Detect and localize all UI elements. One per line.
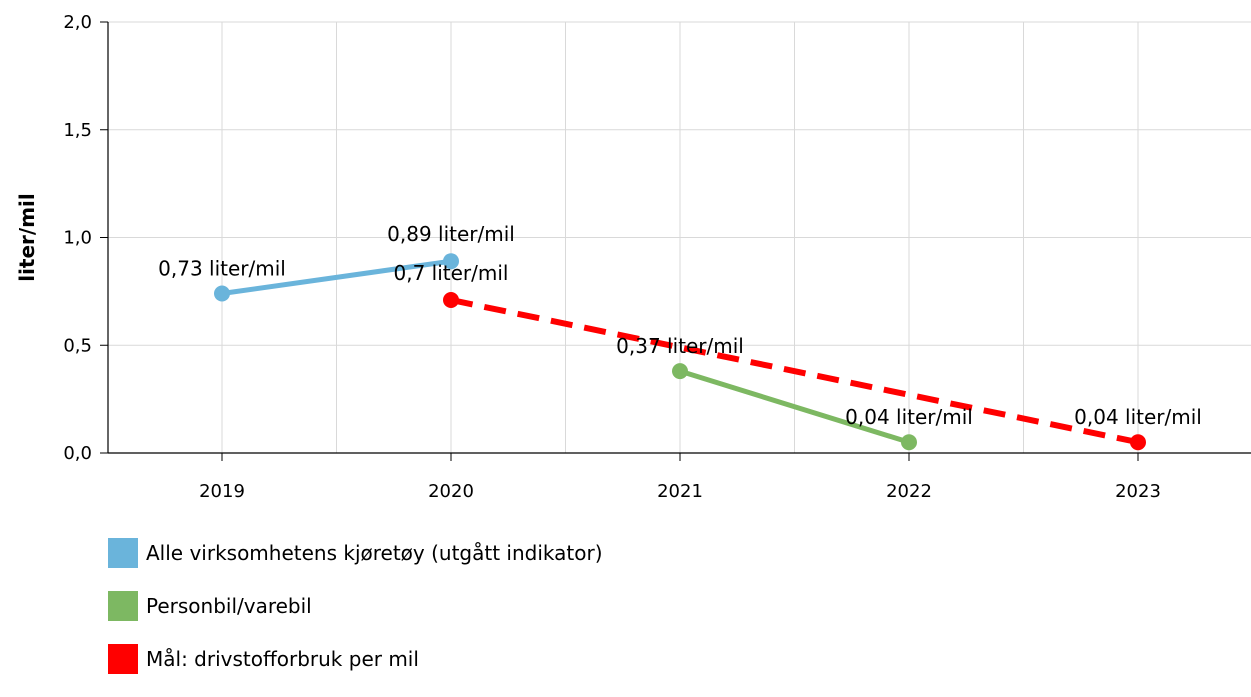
line-chart: 0,0 0,5 1,0 1,5 2,0 2019 2020 2021 2022 2023 0,73… — [0, 0, 1251, 530]
legend-swatch-car-van — [108, 591, 138, 621]
x-tick-label: 2019 — [199, 481, 245, 502]
grid — [108, 22, 1251, 453]
y-tick-label: 1,5 — [63, 120, 92, 141]
legend-label: Alle virksomhetens kjøretøy (utgått indi… — [146, 541, 603, 565]
data-label: 0,04 liter/mil — [1074, 405, 1202, 429]
legend-swatch-target — [108, 644, 138, 674]
data-point[interactable] — [901, 434, 917, 450]
y-tick-label: 2,0 — [63, 12, 92, 33]
y-tick-label: 1,0 — [63, 228, 92, 249]
data-label: 0,89 liter/mil — [387, 222, 515, 246]
y-tick-label: 0,5 — [63, 335, 92, 356]
legend: Alle virksomhetens kjøretøy (utgått indi… — [108, 538, 603, 697]
data-point[interactable] — [1130, 434, 1146, 450]
legend-label: Mål: drivstofforbruk per mil — [146, 647, 419, 671]
legend-item-all-vehicles[interactable]: Alle virksomhetens kjøretøy (utgått indi… — [108, 538, 603, 568]
y-axis-title: liter/mil — [15, 193, 39, 282]
x-tick-label: 2022 — [886, 481, 932, 502]
x-tick-label: 2023 — [1115, 481, 1161, 502]
legend-swatch-all-vehicles — [108, 538, 138, 568]
legend-label: Personbil/varebil — [146, 594, 312, 618]
x-tick-label: 2021 — [657, 481, 703, 502]
legend-item-target[interactable]: Mål: drivstofforbruk per mil — [108, 644, 603, 674]
x-tick-label: 2020 — [428, 481, 474, 502]
data-label: 0,04 liter/mil — [845, 405, 973, 429]
y-tick-label: 0,0 — [63, 443, 92, 464]
data-label: 0,7 liter/mil — [394, 261, 509, 285]
data-label: 0,73 liter/mil — [158, 257, 286, 281]
legend-item-car-van[interactable]: Personbil/varebil — [108, 591, 603, 621]
data-label: 0,37 liter/mil — [616, 334, 744, 358]
data-point[interactable] — [672, 363, 688, 379]
data-point[interactable] — [214, 286, 230, 302]
data-point[interactable] — [443, 292, 459, 308]
